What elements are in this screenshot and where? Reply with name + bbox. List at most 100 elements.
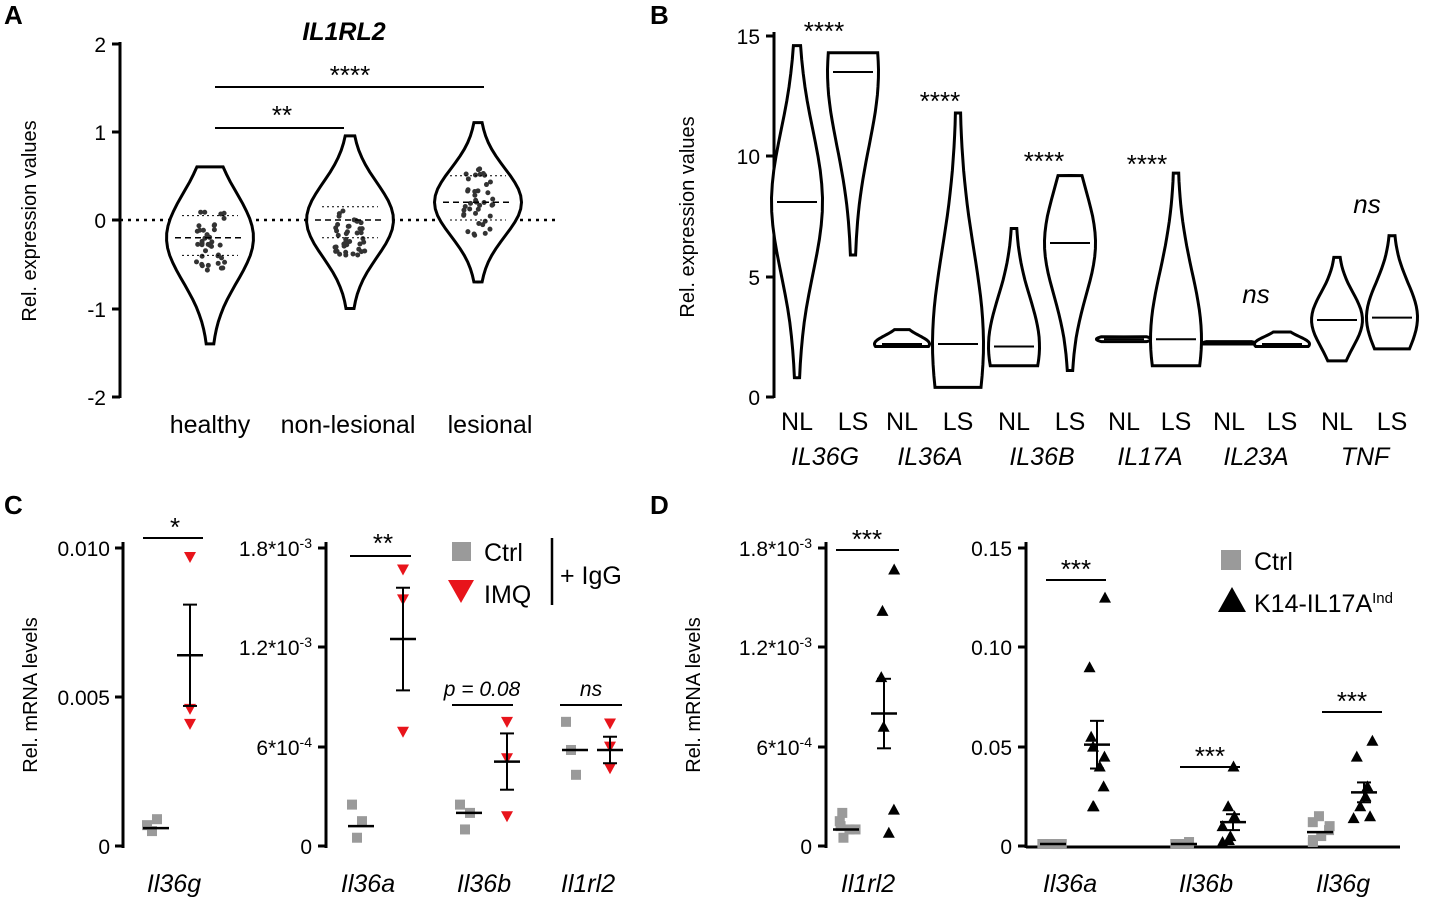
panel-a-point xyxy=(198,209,204,215)
panel-a-point xyxy=(476,221,482,227)
panel-c-legend-imq: IMQ xyxy=(484,581,531,609)
panel-c-sig-label: p = 0.08 xyxy=(443,678,521,701)
panel-d-k14-point xyxy=(1228,810,1241,822)
panel-d-k14-point xyxy=(1347,812,1360,824)
panel-b-sig-label: **** xyxy=(804,16,844,46)
panel-d-ctrl-point xyxy=(837,807,848,818)
panel-a-point xyxy=(475,167,481,173)
panel-d-k14-point xyxy=(1098,750,1111,762)
panel-d-k14-point xyxy=(1350,750,1363,762)
panel-a-point xyxy=(358,220,364,226)
panel-b-ls-label: LS xyxy=(1055,408,1086,436)
panel-d-ctrl-point xyxy=(1316,831,1327,842)
panel-a-point xyxy=(335,232,341,238)
panel-c-ctrl-point xyxy=(152,814,162,825)
panel-b-nl-label: NL xyxy=(1213,408,1245,436)
panel-a-point xyxy=(360,236,366,242)
panel-c-gene-label: Il36g xyxy=(147,870,201,898)
panel-a-point xyxy=(480,222,486,228)
panel-c-gene-label: Il36b xyxy=(457,870,511,898)
panel-a-point xyxy=(220,265,226,271)
panel-a-category-label: non-lesional xyxy=(281,411,416,439)
panel-c-ytick-label: 1.2*10-3 xyxy=(239,634,312,660)
panel-a-point xyxy=(343,249,349,255)
panel-b-ls-label: LS xyxy=(838,408,869,436)
panel-d-ytick-label: 1.8*10-3 xyxy=(739,535,812,561)
panel-b-ytick-label: 5 xyxy=(748,267,760,290)
panel-b-violin xyxy=(1148,171,1204,368)
panel-c-gene-label: Il36a xyxy=(341,870,395,898)
panel-a-point xyxy=(490,202,496,208)
panel-c-ctrl-point xyxy=(142,820,152,831)
panel-c-ctrl-point xyxy=(460,824,470,835)
panel-d-gene-label: Il1rl2 xyxy=(841,870,895,898)
panel-c-points xyxy=(142,551,623,843)
panel-a-point xyxy=(196,223,202,229)
panel-a-point xyxy=(211,222,217,228)
panel-c-legend-ctrl: Ctrl xyxy=(484,539,523,567)
panel-a-point xyxy=(472,192,478,198)
panel-a-point xyxy=(482,172,488,178)
panel-c-letter: C xyxy=(4,490,23,520)
panel-d-gene-label: Il36b xyxy=(1179,870,1233,898)
panel-a-point xyxy=(354,230,360,236)
panel-a-point xyxy=(472,232,478,238)
panel-a-point xyxy=(203,248,209,254)
panel-a-sig-label: ** xyxy=(272,100,292,130)
panel-c-sig-label: ** xyxy=(373,528,393,558)
panel-c-imq-point xyxy=(184,718,196,730)
panel-a-point xyxy=(358,230,364,236)
panel-c-legend-imq-swatch xyxy=(448,580,474,603)
panel-c-legend-suffix: + IgG xyxy=(560,562,622,590)
panel-a-ylabel-tick: -1 xyxy=(87,299,106,322)
panel-a-sig-label: **** xyxy=(330,60,370,90)
panel-c-sig-label: * xyxy=(170,512,180,542)
panel-b-nl-label: NL xyxy=(998,408,1030,436)
panel-c-imq-point xyxy=(501,716,513,728)
panel-d-k14-point xyxy=(1085,730,1098,742)
panel-d-ytick-label: 0 xyxy=(800,836,812,859)
panel-c-sig-label: ns xyxy=(580,678,603,701)
panel-a-point xyxy=(199,253,205,259)
panel-a-point xyxy=(205,262,211,268)
panel-a-point xyxy=(468,200,474,206)
panel-a-point xyxy=(487,226,493,232)
panel-a-point xyxy=(358,249,364,255)
panel-b-sig-label: **** xyxy=(1024,146,1064,176)
panel-a-point xyxy=(473,210,479,216)
panel-b-sig-label: ns xyxy=(1242,279,1269,309)
panel-a-point xyxy=(482,230,488,236)
panel-d-ytick-label: 0 xyxy=(1000,836,1012,859)
panel-c-ytick-label: 0.010 xyxy=(57,538,110,561)
panel-c-ytick-label: 0 xyxy=(300,836,312,859)
panel-b-sig-label: ns xyxy=(1353,189,1380,219)
panel-d-ytick-label: 0.05 xyxy=(971,737,1012,760)
panel-a-point xyxy=(211,227,217,233)
panel-d-k14-point xyxy=(1354,800,1367,812)
panel-a-category-label: lesional xyxy=(448,411,533,439)
panel-d-k14-point xyxy=(875,671,888,683)
panel-a-point xyxy=(357,241,363,247)
panel-d-k14-point xyxy=(1093,760,1106,772)
panel-b-gene-label: IL36B xyxy=(1009,443,1074,471)
panel-a-point xyxy=(487,213,493,219)
panel-d-k14-point xyxy=(1083,661,1096,673)
panel-b-letter: B xyxy=(650,0,669,30)
panel-c-ctrl-point xyxy=(571,769,581,780)
panel-d-ytick-label: 6*10-4 xyxy=(756,734,812,760)
panel-c-ytick-label: 0.005 xyxy=(57,687,110,710)
panel-a-point xyxy=(197,227,203,233)
panel-c-legend-ctrl-swatch xyxy=(452,542,471,561)
panel-a-point xyxy=(341,243,347,249)
panel-c-ytick-label: 0 xyxy=(98,836,110,859)
panel-b-gene-label: IL23A xyxy=(1223,443,1288,471)
panel-b-nl-label: NL xyxy=(886,408,918,436)
panel-a-point xyxy=(332,244,338,250)
panel-a-point xyxy=(204,232,210,238)
panel-d-ctrl-point xyxy=(1324,825,1335,836)
panel-c-ytick-label: 6*10-4 xyxy=(256,734,312,760)
panel-d-k14-point xyxy=(1366,734,1379,746)
panel-a-point xyxy=(335,221,341,227)
panel-a-point xyxy=(461,211,467,217)
panel-d-sig-label: *** xyxy=(1061,554,1091,584)
